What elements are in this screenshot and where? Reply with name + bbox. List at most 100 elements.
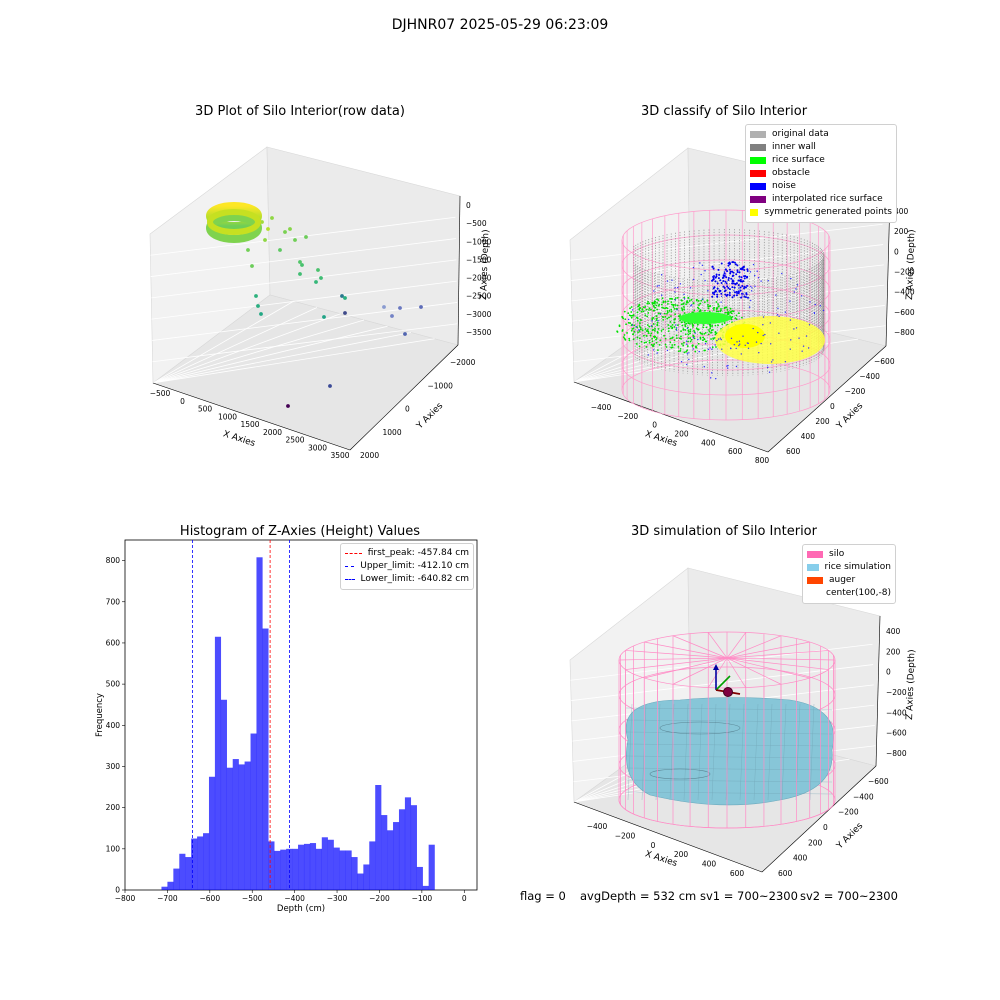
rice-surface-point (627, 321, 630, 324)
histogram-bar (428, 844, 435, 890)
rice-surface-point (656, 349, 659, 352)
rice-surface-point (675, 334, 678, 337)
rice-surface-point (651, 301, 654, 304)
panel1-x-tick: 0 (180, 397, 185, 406)
rice-surface-point (632, 314, 635, 317)
panel4-x-tick: 200 (674, 850, 689, 859)
panel3-y-tick: 800 (106, 556, 121, 565)
noise-point (721, 348, 723, 350)
rice-surface-point (682, 344, 685, 347)
noise-point (784, 360, 787, 363)
rice-surface-point (696, 306, 699, 309)
raw-data-point (340, 294, 344, 298)
histogram-bar (309, 843, 317, 890)
rice-surface-point (642, 334, 645, 337)
silo-roof-line (644, 641, 728, 659)
rice-surface-point (702, 324, 705, 326)
rice-surface-point (679, 350, 682, 352)
rice-surface-point (644, 327, 647, 330)
silo-roof-line (726, 657, 810, 679)
raw-data-point (419, 305, 423, 309)
noise-point (822, 309, 825, 312)
noise-point (728, 263, 731, 266)
panel2-z-tick: −600 (894, 308, 915, 317)
noise-point (711, 265, 714, 268)
rice-surface-point (663, 334, 665, 337)
rice-surface-point (703, 332, 706, 335)
noise-point (747, 296, 749, 299)
rice-surface-point (630, 306, 633, 308)
noise-point (709, 347, 711, 349)
panel2-y-tick: −400 (859, 372, 880, 381)
noise-point (724, 268, 727, 271)
panel2-x-tick: −200 (618, 412, 639, 421)
noise-point (724, 293, 727, 296)
legend-item: obstacle (750, 167, 892, 180)
rice-surface-point (630, 316, 633, 319)
rice-surface-point (676, 296, 679, 299)
panel1-x-tick: 1500 (240, 420, 259, 429)
rice-surface-point (638, 345, 641, 348)
raw-data-point (256, 304, 260, 308)
rice-surface-point (692, 302, 695, 305)
silo-roof-line (726, 632, 747, 659)
noise-point (720, 295, 723, 298)
noise-point (707, 348, 710, 351)
rice-surface-point (660, 303, 663, 306)
panel4-z-tick: 400 (886, 627, 901, 636)
silo-roof-line (726, 657, 747, 688)
panel1-x-tick: 2500 (285, 436, 304, 445)
noise-point (707, 290, 709, 292)
noise-point (807, 347, 810, 349)
silo-roof-line (707, 657, 728, 688)
rice-mesh-line (767, 703, 773, 801)
rice-mesh-line (809, 703, 815, 801)
rice-surface-point (708, 330, 711, 333)
raw-data-point (316, 268, 320, 272)
panel4-x-tick: 400 (702, 860, 717, 869)
noise-point (738, 344, 740, 347)
silo-roof-line (618, 657, 728, 661)
panel4-x-tick: 0 (651, 841, 656, 850)
legend-item: symmetric generated points (750, 206, 892, 219)
noise-point (689, 287, 692, 289)
rice-surface-point (674, 304, 677, 306)
rice-surface-point (652, 309, 655, 312)
rice-surface-point (650, 332, 653, 335)
noise-point (736, 269, 739, 272)
rice-surface-point (712, 328, 714, 331)
rice-surface-point (687, 329, 690, 332)
rice-surface-point (704, 309, 706, 312)
rice-surface-point (639, 318, 642, 321)
noise-point (757, 277, 760, 279)
noise-point (694, 332, 696, 334)
noise-point (764, 333, 766, 336)
panel4-z-tick: 0 (886, 668, 891, 677)
raw-data-point (390, 314, 394, 318)
noise-point (723, 286, 726, 289)
noise-point (805, 335, 808, 337)
rice-surface-point (651, 317, 654, 320)
noise-point (656, 285, 658, 287)
noise-point (679, 283, 682, 285)
noise-point (638, 329, 640, 331)
panel1-z-tick: −1500 (466, 255, 492, 264)
histogram-bar (280, 849, 287, 890)
rice-surface-point (679, 314, 682, 316)
rice-surface-point (712, 308, 715, 311)
rice-surface-point (680, 307, 683, 310)
raw-data-point (322, 315, 326, 319)
histogram-bar (214, 636, 222, 890)
panel4-z-tick: −400 (886, 708, 907, 717)
noise-point (795, 288, 797, 290)
noise-point (739, 280, 742, 283)
rice-surface-point (653, 329, 656, 332)
noise-point (714, 276, 717, 279)
rice-surface-point (625, 323, 627, 326)
noise-point (711, 291, 714, 294)
raw-data-point (343, 311, 347, 315)
noise-point (692, 278, 695, 281)
rice-surface-point (702, 339, 704, 342)
rice-surface-point (727, 312, 730, 314)
rice-surface-point (670, 301, 673, 304)
